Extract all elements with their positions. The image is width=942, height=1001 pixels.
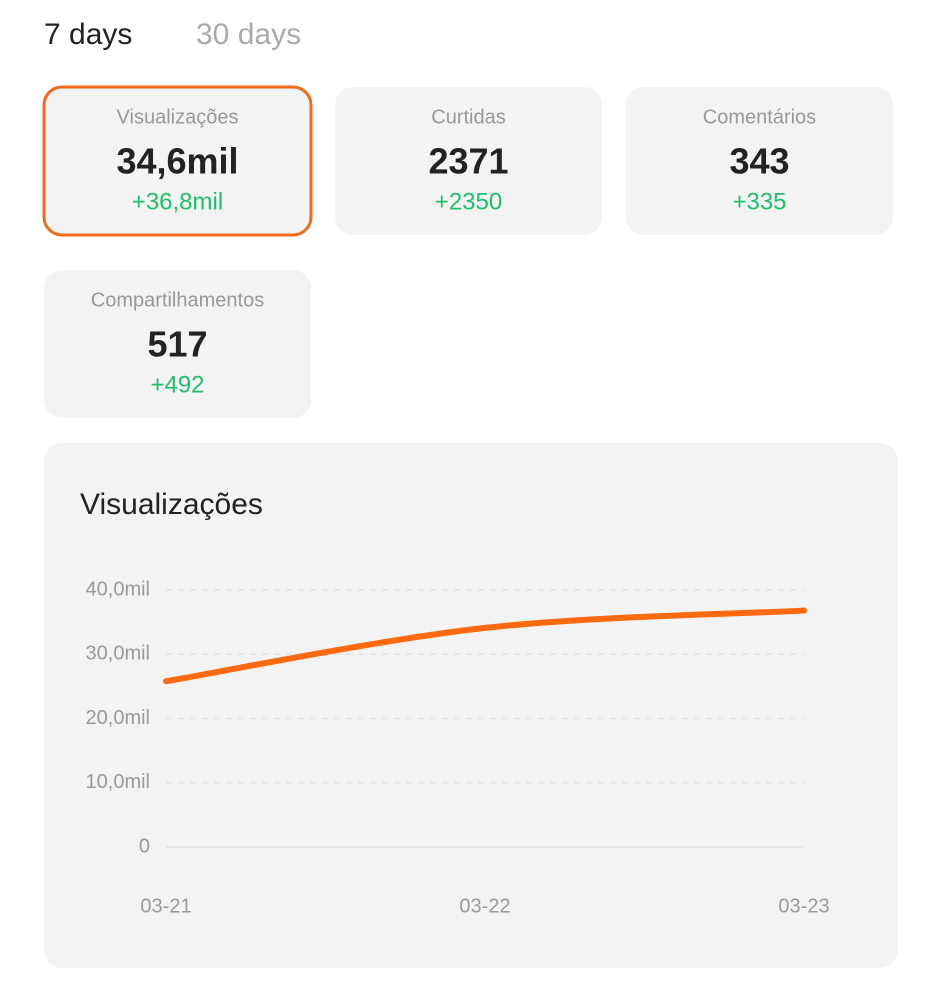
x-tick-label: 03-22 (459, 895, 510, 917)
stat-delta: +36,8mil (132, 188, 223, 215)
stat-delta: +335 (732, 188, 786, 215)
stat-label: Visualizações (117, 106, 239, 128)
tab[interactable]: 7 days (44, 18, 132, 51)
chart-title: Visualizações (80, 488, 263, 521)
tab[interactable]: 30 days (196, 18, 301, 51)
stat-label: Compartilhamentos (91, 289, 264, 311)
stat-value: 2371 (428, 141, 508, 182)
stat-card[interactable] (335, 87, 602, 235)
stat-delta: +492 (150, 371, 204, 398)
stat-value: 343 (729, 141, 789, 182)
y-tick-label: 30,0mil (86, 643, 150, 665)
x-tick-label: 03-21 (140, 895, 191, 917)
y-tick-label: 0 (139, 835, 150, 857)
y-tick-label: 40,0mil (86, 578, 150, 600)
stat-card[interactable] (626, 87, 893, 235)
stat-label: Comentários (703, 106, 816, 128)
data-line (163, 607, 807, 685)
stat-card[interactable] (44, 270, 311, 418)
stat-card[interactable] (42, 85, 313, 237)
stat-delta: +2350 (435, 188, 502, 215)
y-tick-label: 10,0mil (86, 771, 150, 793)
stat-value: 517 (147, 324, 207, 365)
stat-label: Curtidas (431, 106, 505, 128)
chart-panel (44, 443, 898, 968)
y-tick-label: 20,0mil (86, 707, 150, 729)
stat-value: 34,6mil (116, 141, 238, 182)
x-tick-label: 03-23 (778, 895, 829, 917)
